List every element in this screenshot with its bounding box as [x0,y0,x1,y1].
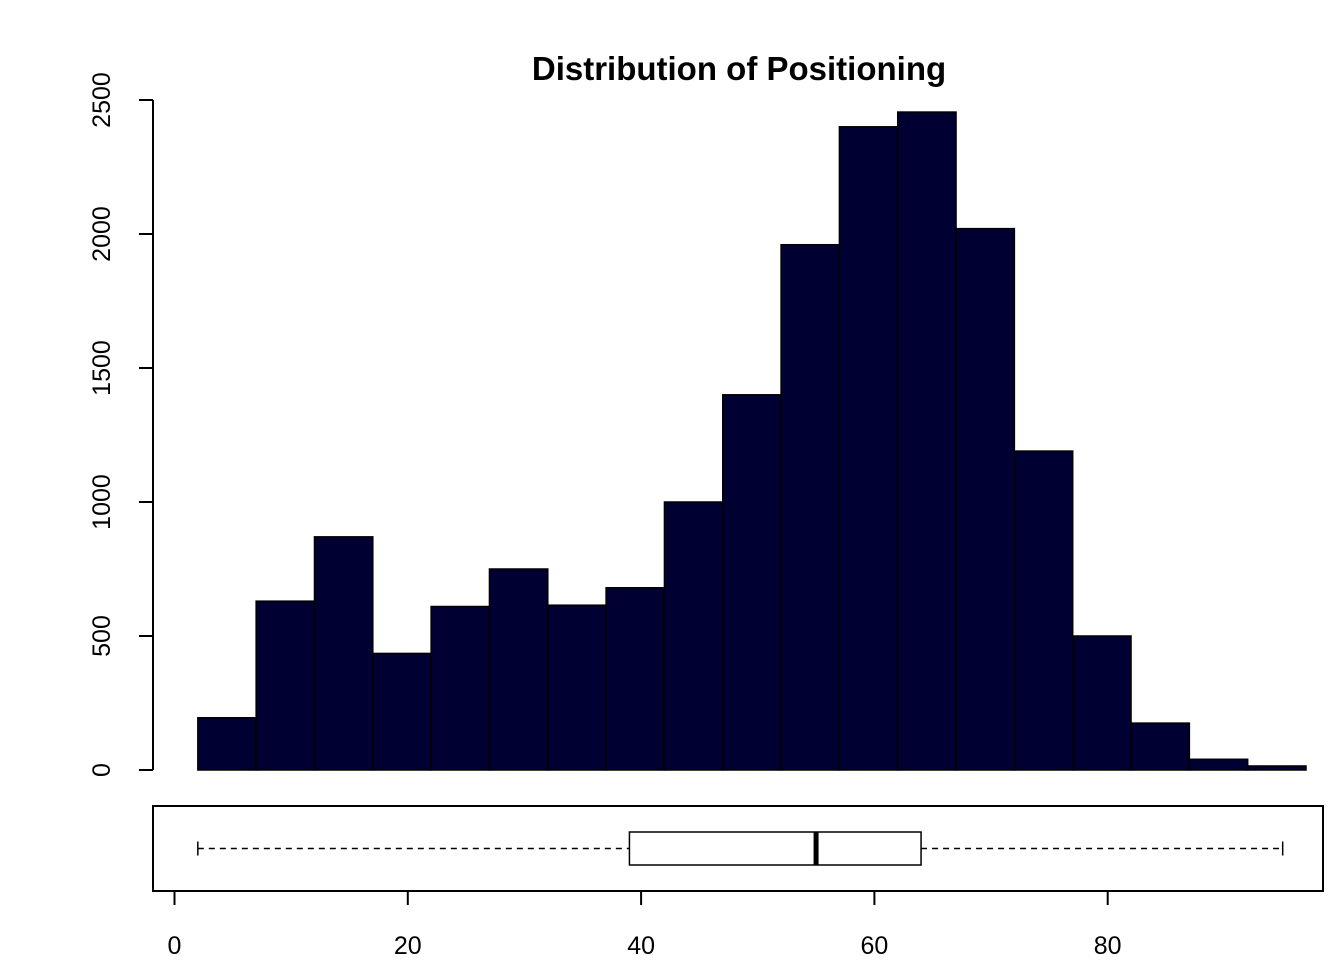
y-axis: 0 500 1000 1500 2000 2500 [88,72,154,777]
histogram-bar [255,600,316,771]
histogram-bar [605,587,666,771]
chart-title: Distribution of Positioning [532,50,946,87]
x-axis: 0 20 40 60 80 [168,890,1122,960]
histogram-bar [488,568,549,771]
histogram-bar [547,604,607,771]
histogram-bar [1013,450,1074,771]
histogram-bar [372,652,432,771]
histogram-bar [722,394,782,771]
histogram-bar [896,111,957,771]
histogram-bar [313,536,374,771]
x-tick-label: 80 [1094,932,1122,960]
boxplot [197,831,1284,866]
y-tick-label: 1500 [88,340,116,396]
y-tick-label: 1000 [88,474,116,530]
histogram-bar [663,501,724,771]
histogram-bar [197,716,257,771]
histogram-bar [838,126,899,771]
y-tick-label: 2500 [88,72,116,128]
x-tick-label: 60 [860,932,888,960]
y-tick-label: 0 [88,763,116,777]
histogram-bar [1188,758,1249,771]
histogram-bar [1071,635,1132,771]
histogram-bars [197,111,1307,771]
histogram-bar [430,605,491,771]
x-tick-label: 0 [168,932,182,960]
y-tick-label: 2000 [88,206,116,262]
histogram-bar [1130,722,1191,771]
x-tick-label: 20 [394,932,422,960]
histogram-bar [780,243,841,771]
histogram-bar [955,227,1016,771]
boxplot-iqr-box [628,831,922,866]
y-tick-label: 500 [88,615,116,657]
histogram-bar [1246,765,1307,771]
x-tick-label: 40 [627,932,655,960]
